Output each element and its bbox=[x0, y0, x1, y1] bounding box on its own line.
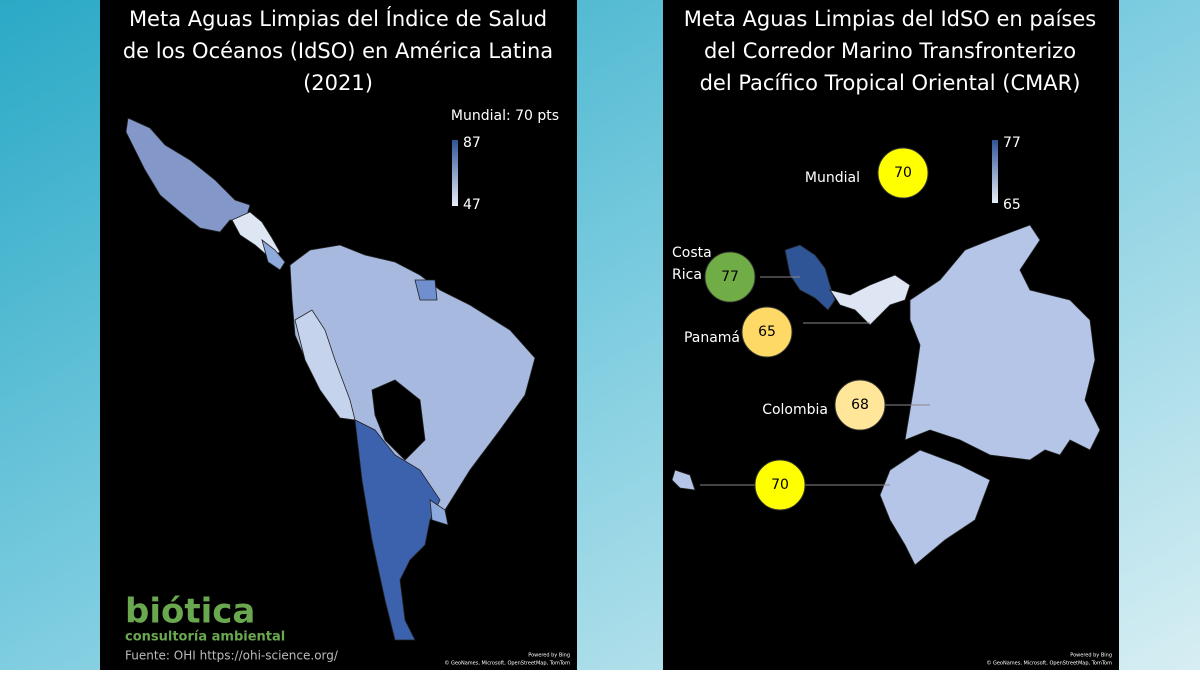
global-note: Mundial: 70 pts bbox=[451, 108, 559, 124]
bubble-value: 77 bbox=[721, 269, 739, 285]
bubble-label: Costa Rica bbox=[672, 245, 712, 283]
title-line: de los Océanos (IdSO) en América Latina bbox=[123, 39, 553, 63]
title-line: (2021) bbox=[303, 71, 373, 95]
bubble-value: 70 bbox=[894, 165, 912, 181]
bubble bbox=[877, 147, 929, 199]
bubble-value: 68 bbox=[851, 397, 869, 413]
bubble-value: 70 bbox=[771, 477, 789, 493]
bubble-label: Colombia bbox=[762, 402, 828, 418]
logo-tagline: consultoría ambiental bbox=[125, 630, 285, 645]
bubble-label: Panamá bbox=[684, 330, 740, 346]
scale-min: 65 bbox=[1003, 197, 1021, 213]
cmar-map bbox=[671, 224, 1101, 566]
bubble-label: Mundial bbox=[805, 170, 860, 186]
scale-min: 47 bbox=[463, 197, 481, 213]
powered-by: Powered by Bing bbox=[528, 653, 570, 659]
bubble bbox=[741, 306, 793, 358]
scale-max: 77 bbox=[1003, 135, 1021, 151]
powered-by: Powered by Bing bbox=[1070, 653, 1112, 659]
bubble bbox=[704, 251, 756, 303]
credits: © GeoNames, Microsoft, OpenStreetMap, To… bbox=[986, 660, 1112, 667]
credits: © GeoNames, Microsoft, OpenStreetMap, To… bbox=[444, 660, 570, 667]
title-line: Meta Aguas Limpias del Índice de Salud bbox=[129, 6, 547, 31]
title-line: del Pacífico Tropical Oriental (CMAR) bbox=[700, 71, 1081, 95]
latin-america-map bbox=[125, 117, 536, 641]
logo-name: biótica bbox=[125, 592, 255, 632]
bubble bbox=[834, 379, 886, 431]
title-line: Meta Aguas Limpias del IdSO en países bbox=[684, 7, 1097, 31]
scale-max: 87 bbox=[463, 135, 481, 151]
title-line: del Corredor Marino Transfronterizo bbox=[704, 39, 1076, 63]
color-scale bbox=[452, 140, 458, 206]
bubble-value: 65 bbox=[758, 324, 776, 340]
color-scale bbox=[992, 140, 998, 203]
source: Fuente: OHI https://ohi-science.org/ bbox=[125, 649, 339, 663]
bubble bbox=[754, 459, 806, 511]
